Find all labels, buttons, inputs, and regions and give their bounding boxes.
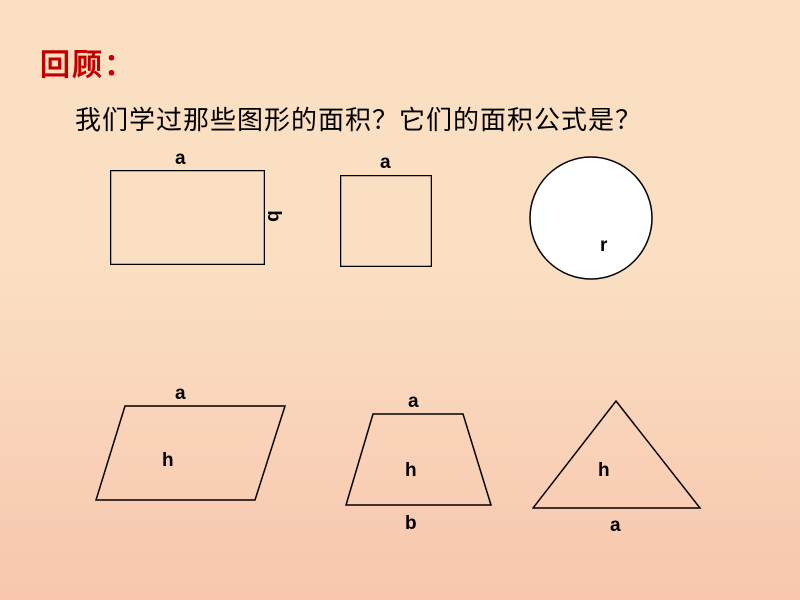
parallelogram-label-a: a [175, 383, 186, 405]
parallelogram-shape [95, 405, 287, 502]
circle-label-r: r [600, 235, 607, 257]
rectangle-label-b: b [262, 210, 284, 222]
square-shape [340, 175, 432, 267]
rectangle-label-a: a [175, 148, 186, 170]
square-label-a: a [380, 152, 391, 174]
review-question: 我们学过那些图形的面积？它们的面积公式是？ [75, 100, 642, 137]
trapezoid-label-h: h [405, 460, 417, 482]
trapezoid-label-b: b [405, 513, 417, 535]
triangle-label-h: h [598, 460, 610, 482]
review-title: 回顾： [40, 40, 136, 84]
rectangle-shape [110, 170, 265, 265]
trapezoid-shape [345, 413, 493, 507]
trapezoid-label-a: a [408, 391, 419, 413]
parallelogram-label-h: h [162, 450, 174, 472]
triangle-shape [532, 400, 702, 510]
circle-shape [528, 155, 654, 281]
triangle-label-a: a [610, 515, 621, 537]
